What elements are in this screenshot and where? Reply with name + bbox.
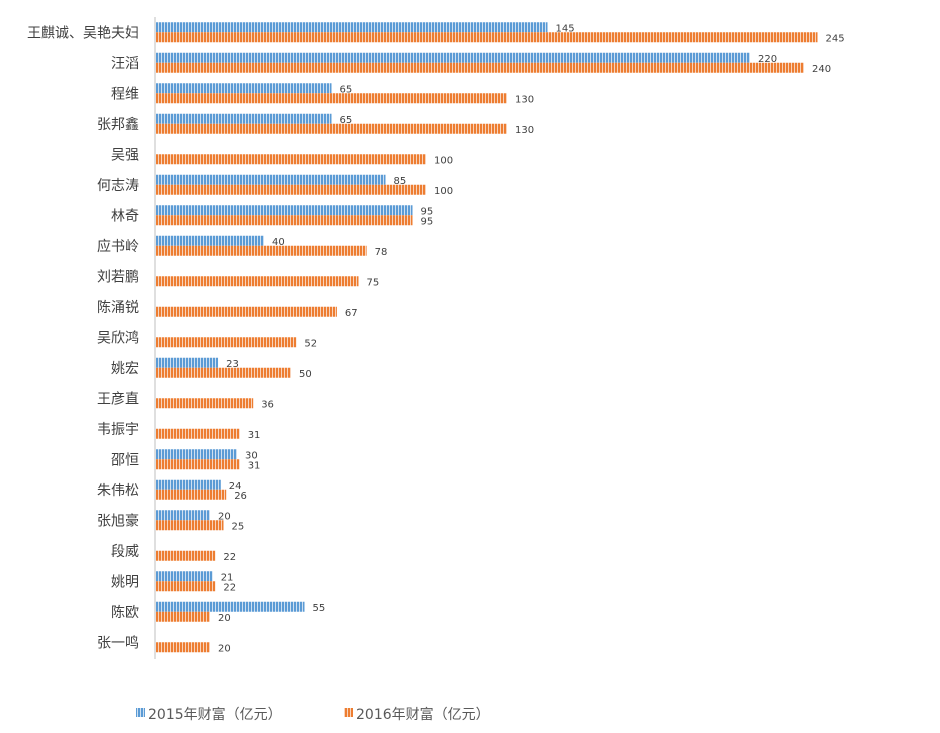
data-label-2015: 220 (758, 54, 777, 65)
data-label-2015: 145 (556, 23, 575, 34)
bar-2016 (156, 276, 359, 287)
bar-2015 (156, 205, 413, 216)
data-label-2015: 65 (340, 115, 353, 126)
category-label: 张一鸣 (97, 634, 139, 651)
data-label-2015: 24 (229, 481, 242, 492)
bar-2015 (156, 571, 213, 582)
category-label: 韦振宇 (97, 422, 139, 438)
bar-2016 (156, 611, 210, 622)
data-label-2016: 31 (248, 460, 261, 471)
value-labels: 1452452202406513065130100851009595407875… (218, 23, 845, 654)
data-label-2016: 25 (232, 521, 245, 532)
category-label: 张邦鑫 (97, 116, 139, 133)
bar-2016 (156, 550, 216, 561)
category-label: 吴欣鸿 (97, 329, 139, 346)
bar-2016 (156, 215, 413, 226)
data-label-2016: 26 (234, 491, 247, 502)
data-label-2015: 30 (245, 450, 258, 461)
bar-2015 (156, 52, 750, 63)
bars (156, 22, 818, 653)
category-label: 段威 (111, 544, 139, 560)
data-label-2016: 95 (421, 216, 434, 227)
category-label: 程维 (111, 86, 139, 102)
data-label-2016: 31 (248, 430, 261, 441)
bar-2015 (156, 113, 332, 124)
legend: 2015年财富（亿元） 2016年财富（亿元） (136, 706, 490, 723)
legend-label-2015: 2015年财富（亿元） (148, 706, 282, 723)
category-label: 王麒诚、吴艳夫妇 (27, 24, 139, 41)
category-label: 林奇 (111, 207, 139, 224)
data-label-2015: 55 (313, 603, 326, 614)
category-labels: 王麒诚、吴艳夫妇汪滔程维张邦鑫吴强何志涛林奇应书岭刘若鹏陈涌锐吴欣鸿姚宏王彦直韦… (27, 24, 139, 651)
data-label-2015: 65 (340, 84, 353, 95)
bar-2015 (156, 22, 548, 33)
bar-2016 (156, 245, 367, 256)
data-label-2016: 130 (515, 125, 534, 136)
bar-2016 (156, 123, 507, 134)
data-label-2016: 36 (261, 399, 274, 410)
bar-2016 (156, 32, 818, 43)
bar-2016 (156, 428, 240, 439)
data-label-2015: 23 (226, 359, 239, 370)
bar-2016 (156, 642, 210, 653)
category-label: 何志涛 (97, 178, 139, 194)
bar-2015 (156, 235, 264, 246)
bar-2016 (156, 93, 507, 104)
data-label-2016: 20 (218, 613, 231, 624)
bar-2015 (156, 83, 332, 94)
data-label-2016: 240 (812, 64, 831, 75)
bar-2016 (156, 581, 216, 592)
category-label: 朱伟松 (97, 483, 139, 499)
legend-swatch-2015 (136, 708, 145, 717)
data-label-2016: 100 (434, 186, 453, 197)
category-label: 姚明 (111, 574, 139, 590)
data-label-2016: 22 (223, 582, 236, 593)
data-label-2016: 20 (218, 643, 231, 654)
bar-2016 (156, 154, 426, 165)
category-label: 陈涌锐 (97, 299, 139, 316)
category-label: 吴强 (111, 147, 139, 163)
bar-2016 (156, 489, 227, 500)
data-label-2016: 245 (826, 33, 845, 44)
legend-label-2016: 2016年财富（亿元） (356, 706, 490, 723)
category-label: 陈欧 (111, 604, 139, 621)
bar-2016 (156, 184, 426, 195)
bar-2015 (156, 449, 237, 460)
category-label: 应书岭 (97, 238, 139, 255)
data-label-2016: 100 (434, 155, 453, 166)
category-label: 姚宏 (111, 361, 139, 377)
bar-2016 (156, 62, 804, 73)
legend-swatch-2016 (344, 708, 353, 717)
data-label-2016: 75 (367, 277, 380, 288)
bar-2016 (156, 367, 291, 378)
data-label-2015: 40 (272, 237, 285, 248)
bar-2016 (156, 398, 254, 409)
bar-2016 (156, 459, 240, 470)
category-label: 王彦直 (97, 390, 139, 407)
bar-2016 (156, 337, 297, 348)
bar-2015 (156, 601, 305, 612)
bar-2015 (156, 510, 210, 521)
data-label-2016: 22 (223, 552, 236, 563)
data-label-2016: 52 (304, 338, 317, 349)
data-label-2016: 78 (375, 247, 388, 258)
data-label-2015: 21 (221, 572, 234, 583)
category-label: 刘若鹏 (97, 269, 139, 285)
data-label-2015: 85 (394, 176, 407, 187)
category-label: 邵恒 (111, 452, 139, 468)
data-label-2015: 20 (218, 511, 231, 522)
category-label: 张旭豪 (97, 513, 139, 529)
category-label: 汪滔 (111, 56, 139, 72)
bar-2015 (156, 357, 219, 368)
bar-2015 (156, 479, 221, 490)
data-label-2016: 50 (299, 369, 312, 380)
data-label-2016: 130 (515, 94, 534, 105)
data-label-2015: 95 (421, 206, 434, 217)
bar-2016 (156, 520, 224, 531)
bar-2015 (156, 174, 386, 185)
data-label-2016: 67 (345, 308, 358, 319)
bar-2016 (156, 306, 337, 317)
